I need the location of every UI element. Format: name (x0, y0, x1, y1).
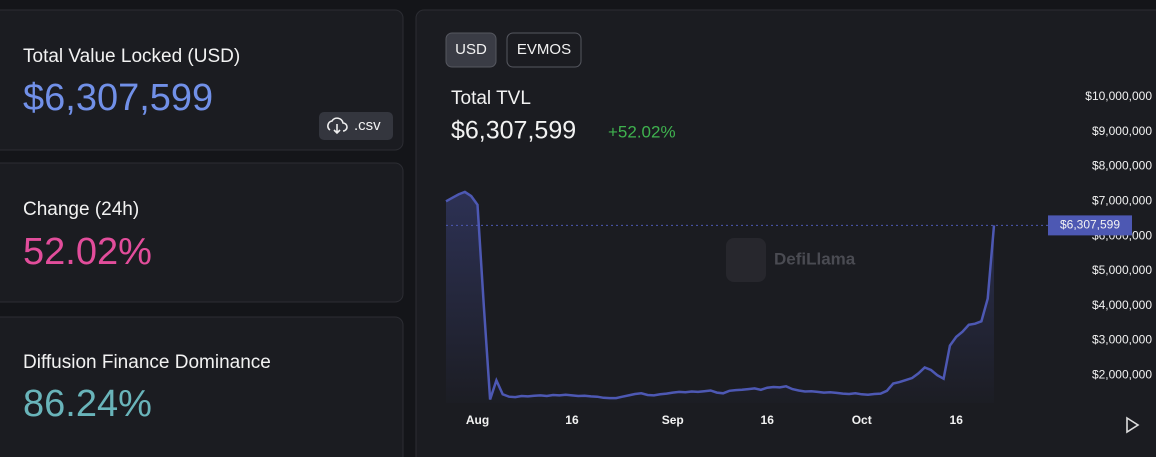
csv-label: .csv (354, 117, 381, 134)
y-tick-label: $3,000,000 (1092, 333, 1152, 347)
tvl-change: +52.02% (608, 122, 676, 141)
x-tick-label: 16 (761, 413, 775, 427)
stat-label: Change (24h) (23, 199, 139, 220)
x-tick-label: 16 (565, 413, 579, 427)
x-tick-label: 16 (950, 413, 964, 427)
x-tick-label: Aug (466, 413, 489, 427)
download-icon (327, 117, 348, 135)
stat-value: 86.24% (23, 383, 152, 425)
tab-label: USD (455, 41, 487, 58)
current-value-box (1048, 215, 1132, 236)
tab[interactable] (506, 32, 582, 68)
x-tick-label: Oct (852, 413, 872, 427)
tab-label: EVMOS (517, 41, 571, 58)
current-value-label: $6,307,599 (1060, 218, 1120, 232)
card (0, 162, 404, 303)
card (0, 316, 404, 457)
card (0, 9, 404, 151)
stat-label: Total Value Locked (USD) (23, 46, 240, 67)
tvl-value: $6,307,599 (451, 117, 576, 145)
y-tick-label: $9,000,000 (1092, 124, 1152, 138)
y-tick-label: $10,000,000 (1085, 89, 1152, 103)
y-tick-label: $8,000,000 (1092, 159, 1152, 173)
line (445, 190, 996, 400)
stat-value: $6,307,599 (23, 77, 213, 119)
x-tick-label: Sep (662, 413, 684, 427)
y-tick-label: $4,000,000 (1092, 298, 1152, 312)
watermark: DefiLlama (774, 249, 856, 268)
chart-title: Total TVL (451, 88, 531, 109)
play-button[interactable] (1126, 416, 1140, 434)
y-tick-label: $5,000,000 (1092, 263, 1152, 277)
stat-value: 52.02% (23, 231, 152, 273)
watermark-logo (726, 238, 766, 282)
tab-active[interactable] (445, 32, 497, 68)
y-tick-label: $7,000,000 (1092, 193, 1152, 207)
y-tick-label: $2,000,000 (1092, 367, 1152, 381)
area (446, 191, 994, 403)
stat-label: Diffusion Finance Dominance (23, 352, 271, 373)
